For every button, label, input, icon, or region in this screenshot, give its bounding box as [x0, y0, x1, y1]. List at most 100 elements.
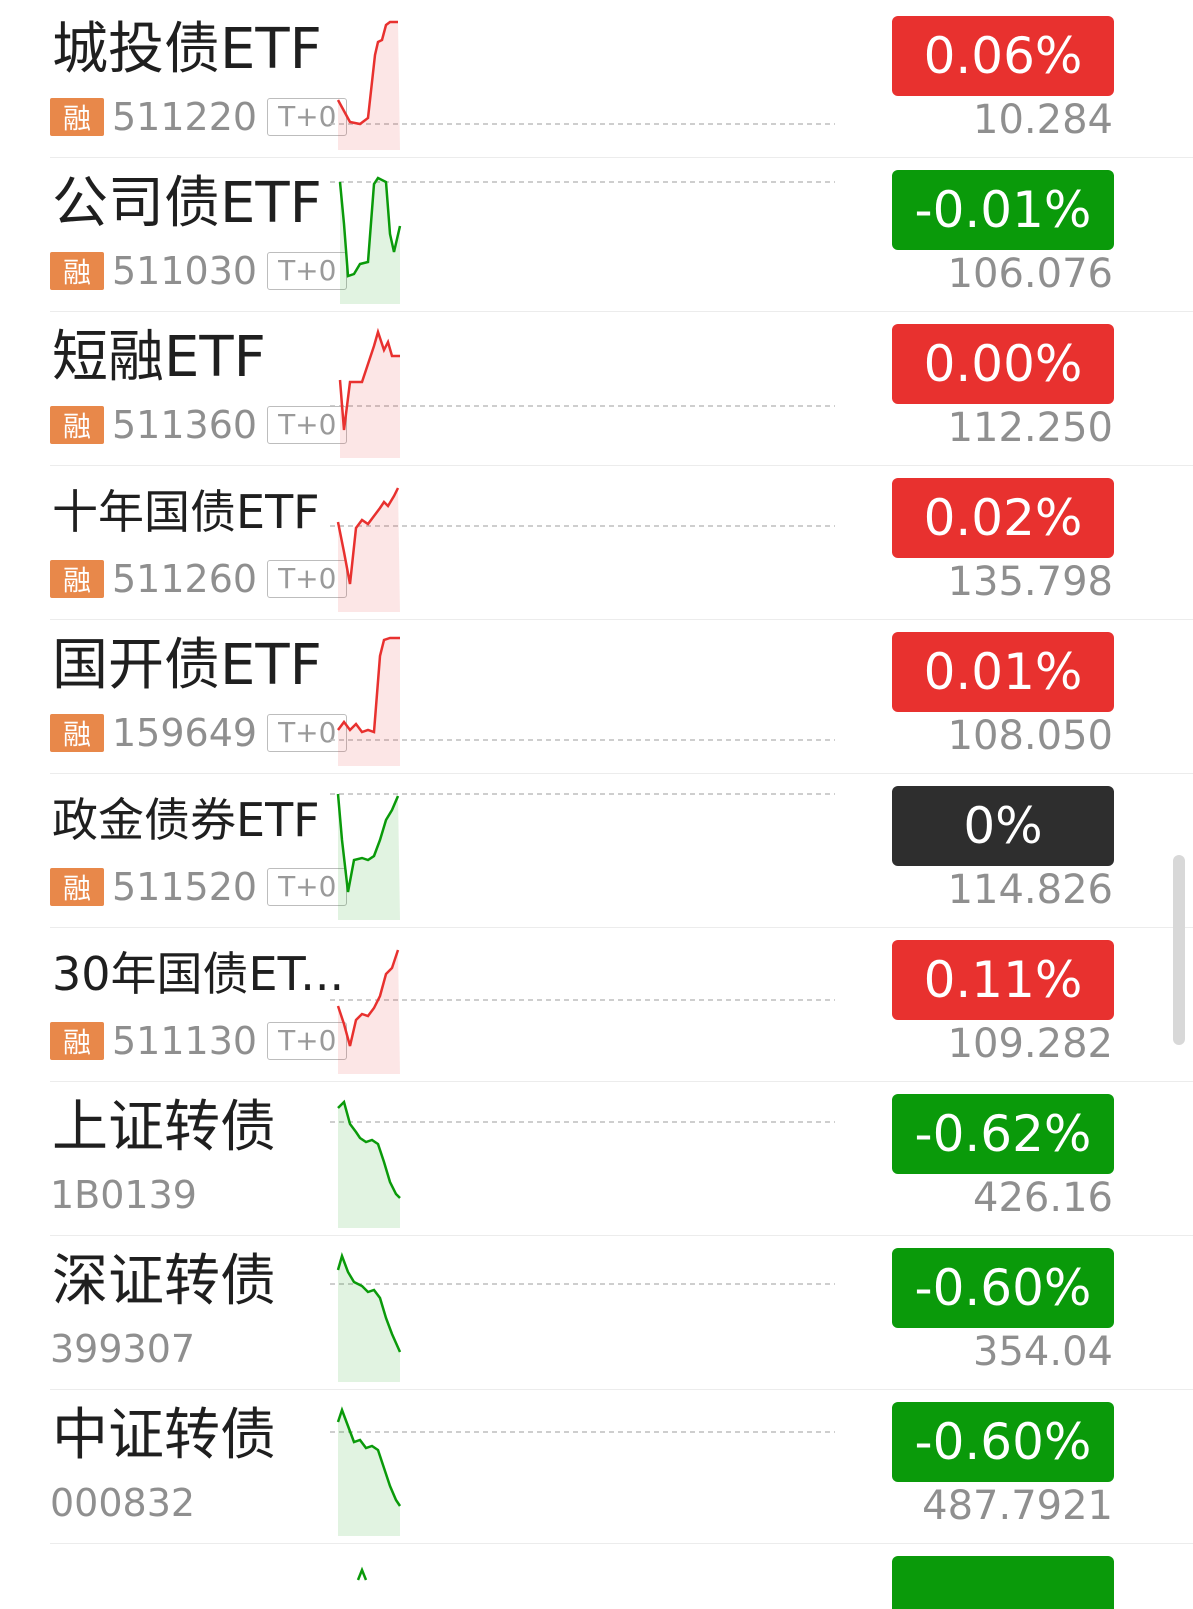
sparkline-line: [338, 176, 402, 278]
sparkline-chart: [330, 487, 835, 612]
security-code: 511260: [112, 557, 258, 601]
t0-tag: T+0: [267, 714, 348, 752]
sparkline-area: [338, 1102, 400, 1228]
t0-tag: T+0: [267, 406, 348, 444]
scrollbar[interactable]: [1173, 855, 1185, 1045]
sparkline-chart: [330, 1406, 835, 1536]
change-badge: -0.01%: [892, 170, 1114, 250]
partial-list-item[interactable]: [0, 1540, 1193, 1609]
price: 135.798: [947, 559, 1113, 605]
security-code: 159649: [112, 711, 258, 755]
price: 426.16: [973, 1175, 1113, 1221]
sparkline-line: [336, 793, 400, 893]
divider: [50, 1235, 1193, 1236]
change-badge: -0.60%: [892, 1402, 1114, 1482]
margin-tag: 融: [50, 98, 104, 136]
divider: [50, 1389, 1193, 1390]
divider: [50, 1543, 1193, 1544]
security-code: 399307: [50, 1327, 196, 1371]
security-name: 30年国债ET...: [52, 947, 342, 1001]
code-line: 融 511220 T+0: [50, 95, 348, 139]
price: 112.250: [947, 405, 1113, 451]
security-code: 511220: [112, 95, 258, 139]
divider: [50, 157, 1193, 158]
divider: [50, 311, 1193, 312]
sparkline-chart: [330, 327, 835, 458]
divider: [50, 927, 1193, 928]
list-item[interactable]: 30年国债ET... 融 511130 T+0 0.11% 109.282: [0, 924, 1193, 1082]
sparkline-area: [338, 1410, 400, 1536]
security-name: 中证转债: [52, 1404, 276, 1468]
sparkline-line: [336, 20, 398, 126]
security-name: 公司债ETF: [52, 172, 322, 236]
list-item[interactable]: 十年国债ETF 融 511260 T+0 0.02% 135.798: [0, 462, 1193, 620]
sparkline-chart: [330, 949, 835, 1074]
t0-tag: T+0: [267, 560, 348, 598]
sparkline-area: [340, 332, 400, 458]
list-item[interactable]: 短融ETF 融 511360 T+0 0.00% 112.250: [0, 308, 1193, 466]
list-item[interactable]: 上证转债 1B0139 -0.62% 426.16: [0, 1078, 1193, 1236]
code-line: 000832: [50, 1482, 205, 1524]
change-badge: -0.60%: [892, 1248, 1114, 1328]
sparkline-line: [336, 487, 400, 585]
change-badge: -0.62%: [892, 1094, 1114, 1174]
security-name: 上证转债: [52, 1096, 276, 1160]
security-name: 政金债券ETF: [52, 793, 320, 847]
price: 354.04: [973, 1329, 1113, 1375]
list-item[interactable]: 城投债ETF 融 511220 T+0 0.06% 10.284: [0, 0, 1193, 158]
price: 106.076: [947, 251, 1113, 297]
margin-tag: 融: [50, 406, 104, 444]
change-badge: 0.01%: [892, 632, 1114, 712]
security-code: 1B0139: [50, 1173, 197, 1217]
sparkline-line: [336, 1252, 402, 1353]
code-line: 融 511030 T+0: [50, 249, 348, 293]
security-code: 511520: [112, 865, 258, 909]
sparkline-line: [336, 1406, 402, 1507]
margin-tag: 融: [50, 868, 104, 906]
code-line: 1B0139: [50, 1174, 207, 1216]
sparkline-area: [338, 1256, 400, 1382]
code-line: 融 511360 T+0: [50, 403, 348, 447]
sparkline-chart: [330, 20, 835, 150]
change-badge: 0.00%: [892, 324, 1114, 404]
change-badge-partial: [892, 1556, 1114, 1609]
divider: [50, 619, 1193, 620]
security-name: 城投债ETF: [52, 18, 322, 82]
security-name: 国开债ETF: [52, 634, 322, 698]
t0-tag: T+0: [267, 1022, 348, 1060]
security-name: 深证转债: [52, 1250, 276, 1314]
price: 108.050: [947, 713, 1113, 759]
margin-tag: 融: [50, 1022, 104, 1060]
sparkline-chart: [330, 1099, 835, 1228]
change-badge: 0.02%: [892, 478, 1114, 558]
sparkline-line: [337, 636, 400, 734]
list-item[interactable]: 中证转债 000832 -0.60% 487.7921: [0, 1386, 1193, 1544]
change-badge: 0.11%: [892, 940, 1114, 1020]
margin-tag: 融: [50, 560, 104, 598]
list-item[interactable]: 国开债ETF 融 159649 T+0 0.01% 108.050: [0, 616, 1193, 774]
security-code: 511130: [112, 1019, 258, 1063]
margin-tag: 融: [50, 714, 104, 752]
security-code: 000832: [50, 1481, 196, 1525]
list-item[interactable]: 深证转债 399307 -0.60% 354.04: [0, 1232, 1193, 1390]
divider: [50, 1081, 1193, 1082]
sparkline-line: [336, 949, 400, 1047]
security-code: 511030: [112, 249, 258, 293]
sparkline-partial: [356, 1566, 368, 1581]
price: 114.826: [947, 867, 1113, 913]
sparkline-area: [338, 488, 400, 612]
divider: [50, 773, 1193, 774]
code-line: 融 159649 T+0: [50, 711, 348, 755]
t0-tag: T+0: [267, 252, 348, 290]
margin-tag: 融: [50, 252, 104, 290]
code-line: 融 511260 T+0: [50, 557, 348, 601]
sparkline-chart: [330, 636, 835, 766]
sparkline-area: [338, 638, 400, 766]
list-item[interactable]: 政金债券ETF 融 511520 T+0 0% 114.826: [0, 770, 1193, 928]
security-code: 511360: [112, 403, 258, 447]
price: 109.282: [947, 1021, 1113, 1067]
sparkline-area: [338, 22, 400, 150]
list-item[interactable]: 公司债ETF 融 511030 T+0 -0.01% 106.076: [0, 154, 1193, 312]
code-line: 融 511130 T+0: [50, 1019, 348, 1063]
sparkline-chart: [330, 1252, 835, 1382]
